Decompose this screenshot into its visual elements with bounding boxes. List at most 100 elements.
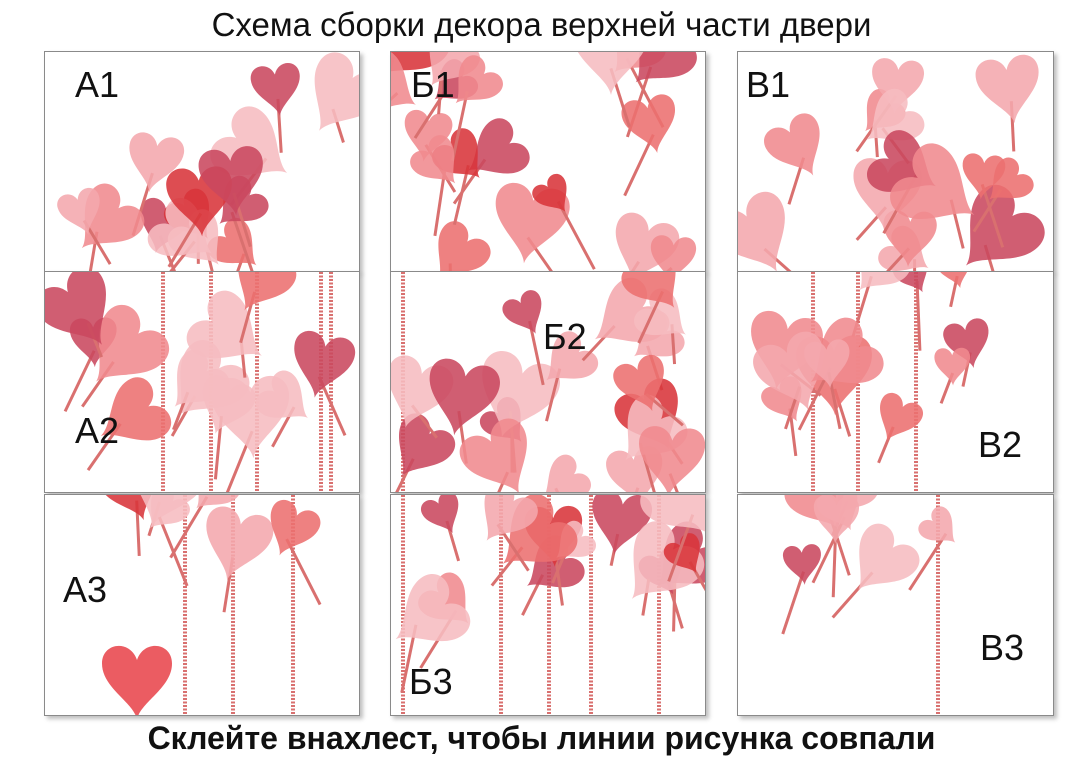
heart-shape (615, 212, 680, 271)
heart-shape (391, 52, 416, 109)
heart-shape (975, 54, 1039, 124)
heart-shape (270, 499, 321, 556)
heart-shape (934, 347, 971, 386)
panel-b1: Б1 (390, 51, 706, 272)
heart-shape (102, 645, 172, 715)
panel-label: Б2 (543, 316, 587, 357)
heart-shape (202, 375, 256, 434)
heart-shape (98, 495, 157, 521)
heart-shape (639, 426, 705, 492)
heart-shape (186, 290, 262, 359)
heart-shape (872, 58, 924, 114)
heart-shape (250, 63, 300, 117)
hearts-illustration (391, 52, 697, 271)
heart-shape (613, 354, 664, 412)
panel-b2: Б2 (390, 271, 706, 493)
panel-label: В2 (978, 424, 1023, 465)
heart-shape (883, 210, 937, 267)
heart-shape (546, 331, 599, 381)
heart-shape (238, 272, 297, 311)
heart-shape (783, 544, 821, 585)
heart-shape (572, 52, 649, 96)
panel-label: В3 (980, 627, 1025, 668)
heart-shape (45, 272, 106, 345)
heart-shape (635, 52, 697, 83)
heart-shape (294, 330, 356, 398)
heart-shape (459, 418, 527, 492)
heart-shape (663, 533, 700, 574)
panel-v3: В3 (737, 494, 1054, 716)
panel-a3: А3 (44, 494, 360, 716)
heart-shape (206, 506, 274, 581)
heart-shape (255, 370, 308, 418)
heart-shape (420, 495, 459, 534)
hearts-illustration (45, 272, 356, 492)
hearts-illustration (395, 495, 705, 715)
heart-shape (880, 392, 924, 441)
heart-shape (57, 187, 100, 235)
heart-shape (484, 495, 538, 541)
panel-v1: В1 (737, 51, 1054, 272)
heart-shape (935, 272, 971, 289)
heart-shape (455, 55, 503, 104)
instruction-text: Склейте внахлест, чтобы линии рисунка со… (147, 720, 936, 756)
branch-stem (452, 164, 470, 226)
heart-shape (404, 109, 453, 162)
hearts-illustration (391, 272, 705, 492)
heart-shape (764, 113, 820, 176)
heart-shape (892, 272, 928, 293)
heart-shape (621, 272, 676, 308)
branch-stem (528, 320, 545, 386)
branch-stem (451, 90, 469, 161)
branch-stem (285, 538, 322, 606)
heart-shape (532, 173, 567, 212)
heart-shape (738, 191, 785, 271)
branch-stem (781, 571, 805, 635)
heart-shape (129, 132, 184, 193)
heart-shape (542, 454, 591, 492)
branch-stem (556, 200, 596, 270)
heart-shape (96, 305, 170, 382)
branch-stem (908, 532, 948, 591)
branch-stem (915, 281, 922, 351)
heart-shape (640, 495, 705, 534)
heart-shape (395, 574, 471, 642)
heart-shape (867, 88, 925, 141)
heart-shape (150, 495, 190, 529)
heart-shape (592, 495, 652, 555)
branch-stem (236, 253, 246, 271)
panel-b3: Б3 (390, 494, 706, 716)
heart-shape (918, 506, 956, 543)
heart-shape (314, 52, 359, 131)
branch-stem (433, 170, 447, 237)
heart-shape (468, 118, 530, 174)
panel-a2: А2 (44, 271, 360, 493)
branch-stem (980, 183, 1005, 248)
heart-shape (804, 339, 850, 389)
heart-shape (429, 358, 500, 436)
panel-a1: А1 (44, 51, 360, 272)
branch-stem (63, 350, 96, 413)
panel-label: В1 (746, 64, 791, 105)
panel-label: А1 (75, 64, 120, 105)
hearts-illustration (57, 52, 359, 271)
panel-v2: В2 (737, 271, 1054, 493)
heart-shape (813, 495, 860, 544)
heart-shape (399, 413, 456, 477)
hearts-illustration (738, 54, 1045, 271)
branch-stem (230, 211, 254, 271)
panel-label: Б3 (409, 661, 453, 702)
heart-shape (650, 235, 697, 271)
branch-stem (623, 133, 655, 197)
hearts-illustration (98, 495, 322, 715)
hearts-illustration (781, 495, 956, 715)
panel-label: Б1 (411, 64, 455, 105)
heart-shape (966, 184, 1045, 266)
heart-shape (858, 523, 920, 590)
heart-shape (859, 272, 911, 291)
heart-shape (410, 135, 456, 184)
heart-shape (943, 318, 989, 368)
heart-shape (100, 377, 172, 441)
branch-stem (169, 496, 209, 559)
heart-shape (210, 106, 288, 176)
